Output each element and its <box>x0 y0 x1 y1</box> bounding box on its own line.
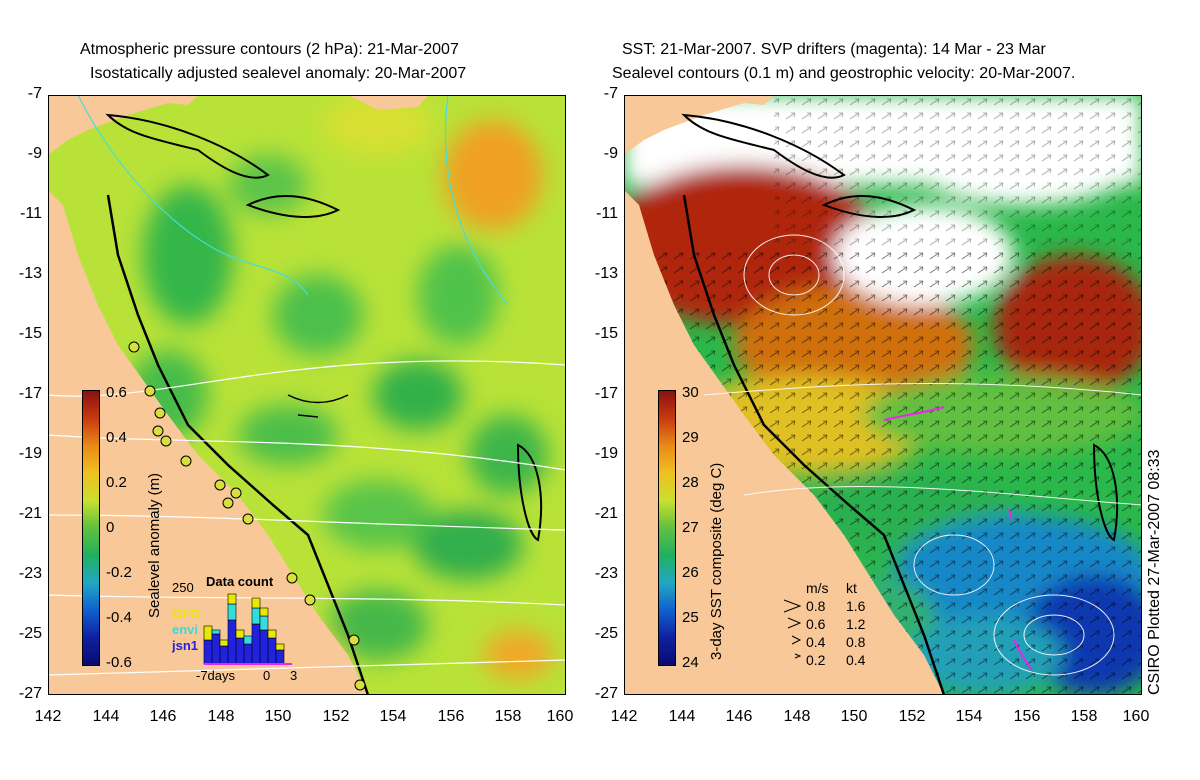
plot-credit: CSIRO Plotted 27-Mar-2007 08:33 <box>1146 449 1163 695</box>
data-count-xlabel-zero: 0 <box>263 668 271 683</box>
sat-envi-label: envi <box>172 622 199 637</box>
data-count-max: 250 <box>172 580 194 595</box>
sst-map <box>624 95 1142 695</box>
data-count-histogram <box>203 593 292 665</box>
sst-colorbar-title: 3-day SST composite (deg C) <box>708 462 725 660</box>
data-count-xlabel-end: 3 <box>290 668 298 683</box>
right-title-line2: Sealevel contours (0.1 m) and geostrophi… <box>612 65 1076 82</box>
velocity-arrow-icon <box>783 599 802 659</box>
left-title-line1: Atmospheric pressure contours (2 hPa): 2… <box>80 41 459 58</box>
right-title-line1: SST: 21-Mar-2007. SVP drifters (magenta)… <box>622 41 1046 58</box>
sealevel-anomaly-map <box>48 95 566 695</box>
sat-gfo-label: GFO <box>172 606 201 621</box>
data-count-title: Data count <box>206 574 274 589</box>
sealevel-colorbar-title: Sealevel anomaly (m) <box>146 472 163 618</box>
sat-jsn1-label: jsn1 <box>172 638 199 653</box>
sealevel-colorbar <box>82 390 100 666</box>
left-title-line2: Isostatically adjusted sealevel anomaly:… <box>90 65 467 82</box>
data-count-xlabel-start: -7days <box>196 668 236 683</box>
sst-colorbar <box>658 390 676 666</box>
